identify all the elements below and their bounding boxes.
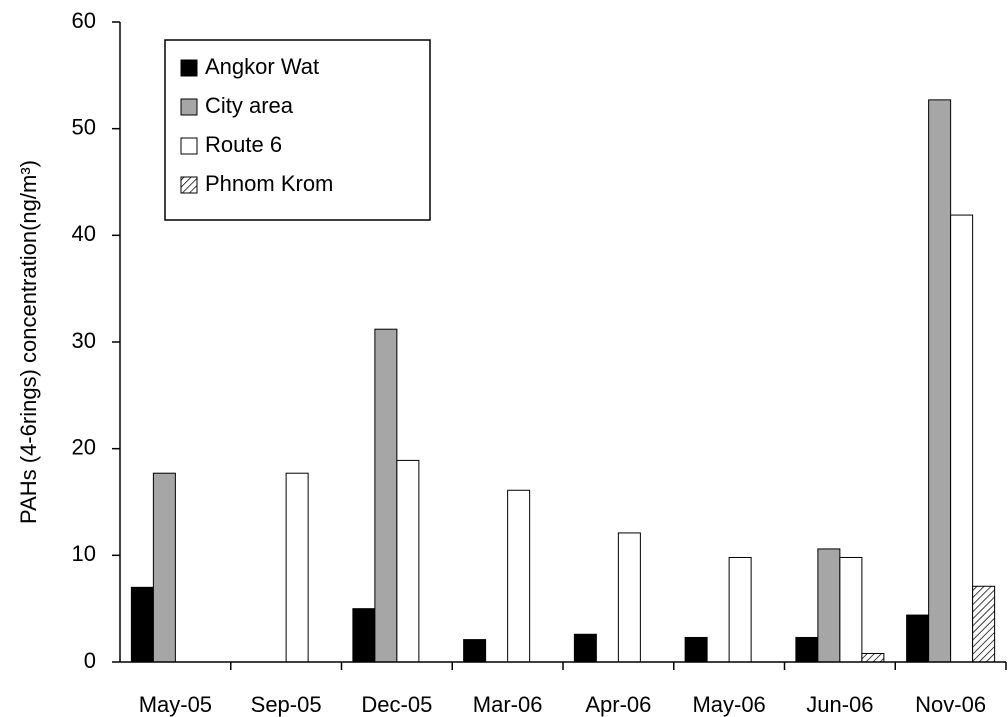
x-tick-label: Apr-06 [585, 692, 651, 717]
bar [152, 472, 176, 663]
bar [950, 214, 974, 663]
y-tick-label: 40 [72, 221, 96, 246]
legend-swatch [180, 59, 198, 77]
bar [130, 586, 154, 663]
bar [817, 548, 841, 663]
bar [507, 489, 531, 663]
x-tick-label: Sep-05 [251, 692, 322, 717]
bar [972, 585, 996, 663]
x-tick-label: May-06 [692, 692, 765, 717]
bar [374, 328, 398, 663]
legend-label: Phnom Krom [205, 171, 333, 196]
y-tick-label: 0 [84, 648, 96, 673]
bar [285, 472, 309, 663]
y-tick-label: 20 [72, 434, 96, 459]
y-tick-label: 60 [72, 8, 96, 33]
y-tick-label: 30 [72, 328, 96, 353]
bar [352, 608, 376, 663]
legend-swatch [180, 176, 198, 194]
legend-swatch [180, 137, 198, 155]
bar [684, 636, 708, 663]
bar [463, 639, 487, 663]
y-tick-label: 50 [72, 114, 96, 139]
legend-label: Angkor Wat [205, 54, 319, 79]
x-tick-label: May-05 [139, 692, 212, 717]
bar [396, 459, 420, 663]
x-tick-label: Nov-06 [915, 692, 986, 717]
x-tick-label: Dec-05 [361, 692, 432, 717]
x-tick-label: Mar-06 [473, 692, 543, 717]
bar [839, 556, 863, 663]
bar [573, 633, 597, 663]
bar [617, 532, 641, 663]
legend-label: Route 6 [205, 132, 282, 157]
bar [795, 636, 819, 663]
bar [861, 652, 885, 663]
bar [728, 556, 752, 663]
legend-swatch [180, 98, 198, 116]
bar [928, 99, 952, 663]
legend-box [164, 39, 431, 221]
bar [906, 614, 930, 663]
legend-label: City area [205, 93, 294, 118]
y-tick-label: 10 [72, 541, 96, 566]
y-axis-label: PAHs (4-6rings) concentration(ng/m³) [16, 160, 41, 524]
x-tick-label: Jun-06 [806, 692, 873, 717]
